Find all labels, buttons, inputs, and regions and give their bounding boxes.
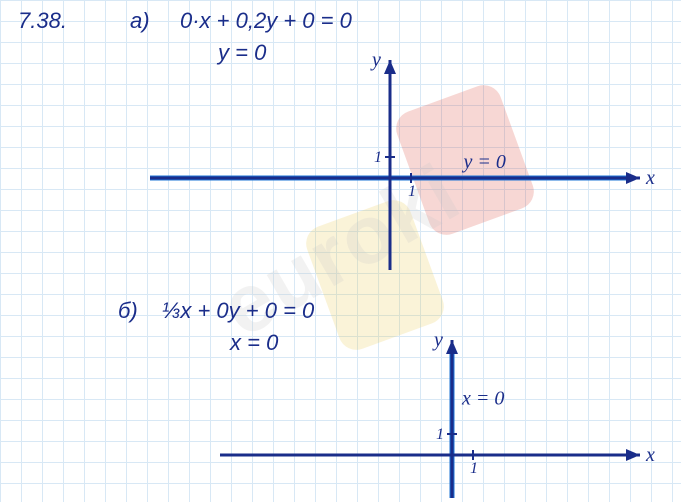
plot-b: 1 1 x y x = 0: [0, 0, 681, 502]
page-content: 7.38. а) 0·x + 0,2y + 0 = 0 y = 0 11xyy …: [0, 0, 681, 502]
x-axis-label: x: [645, 444, 655, 466]
x-tick-label: 1: [470, 460, 478, 477]
y-axis-label: y: [432, 329, 443, 351]
line-annotation: x = 0: [461, 388, 504, 410]
y-axis-arrow: [446, 340, 458, 354]
y-tick-label: 1: [436, 426, 444, 443]
x-axis-arrow: [626, 449, 640, 461]
